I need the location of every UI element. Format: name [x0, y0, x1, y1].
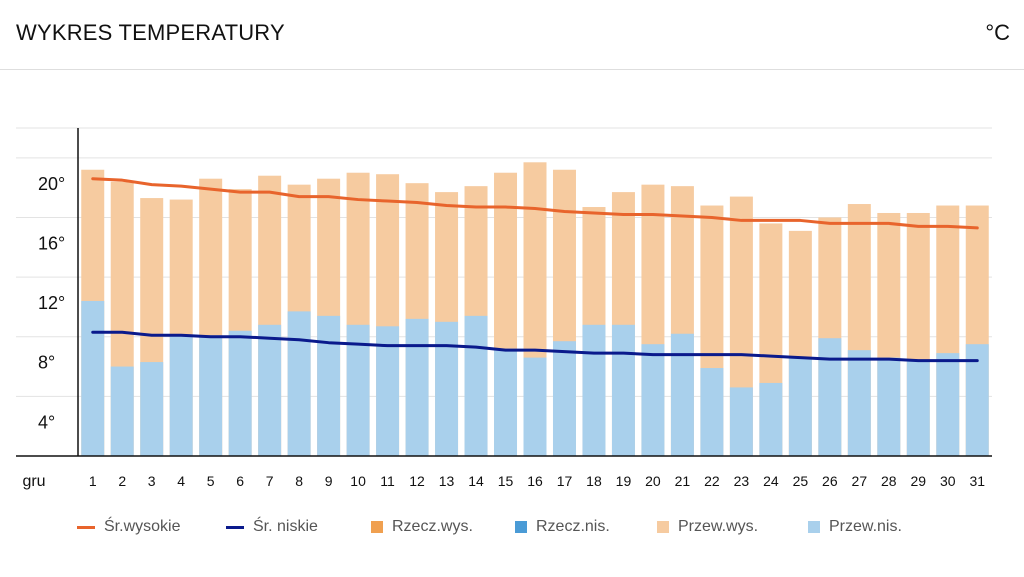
bar-forecast-low	[788, 357, 812, 456]
x-tick-label: 4	[177, 473, 185, 489]
legend-swatch-forecast-high	[657, 521, 669, 533]
legend-swatch-actual-high	[371, 521, 383, 533]
y-tick-label: 4°	[38, 412, 55, 432]
chart-title: WYKRES TEMPERATURY	[16, 20, 285, 45]
bar-forecast-low	[818, 338, 842, 456]
legend-item-forecast-low[interactable]: Przew.nis.	[808, 512, 902, 542]
bar-forecast-low	[81, 300, 105, 456]
bar-forecast-low	[759, 382, 783, 456]
unit-toggle[interactable]: °C	[985, 20, 1010, 45]
chart-header: WYKRES TEMPERATURY °C	[0, 0, 1024, 70]
bar-forecast-low	[140, 362, 164, 456]
legend-label: Śr.wysokie	[104, 518, 181, 535]
x-tick-label: 11	[380, 473, 395, 489]
x-tick-label: 2	[118, 473, 126, 489]
x-tick-label: 26	[822, 473, 838, 489]
x-tick-label: 28	[881, 473, 897, 489]
bar-forecast-low	[199, 335, 223, 456]
bar-forecast-low	[494, 348, 518, 456]
legend-label: Przew.wys.	[678, 518, 759, 535]
x-tick-label: 29	[911, 473, 927, 489]
x-tick-label: 15	[498, 473, 514, 489]
bar-forecast-low	[523, 357, 547, 456]
series-line	[91, 330, 979, 363]
bar-forecast-low	[435, 321, 459, 456]
x-tick-label: 25	[793, 473, 809, 489]
legend-label: Rzecz.nis.	[536, 518, 610, 535]
x-tick-label: 18	[586, 473, 602, 489]
x-tick-label: 31	[969, 473, 985, 489]
bar-forecast-low	[582, 324, 606, 456]
legend-item-actual-low[interactable]: Rzecz.nis.	[515, 512, 610, 542]
legend-item-forecast-high[interactable]: Przew.wys.	[657, 512, 758, 542]
bar-forecast-low	[877, 357, 901, 456]
x-tick-label: 19	[616, 473, 632, 489]
legend-item-actual-high[interactable]: Rzecz.wys.	[371, 512, 473, 542]
x-tick-label: 13	[439, 473, 455, 489]
x-tick-label: 21	[675, 473, 691, 489]
bar-forecast-low	[611, 324, 635, 456]
x-tick-label: 9	[325, 473, 333, 489]
x-tick-label: 20	[645, 473, 661, 489]
x-tick-label: 14	[468, 473, 484, 489]
bar-forecast-low	[906, 360, 930, 456]
x-tick-label: 23	[734, 473, 750, 489]
legend-swatch-actual-low	[515, 521, 527, 533]
bar-forecast-low	[405, 318, 429, 456]
bar-forecast-low	[228, 330, 252, 456]
x-tick-label: 24	[763, 473, 779, 489]
bar-forecast-low	[641, 344, 665, 456]
bar-forecast-low	[287, 311, 311, 456]
x-tick-label: 22	[704, 473, 720, 489]
x-tick-label: 7	[266, 473, 274, 489]
x-tick-label: 6	[236, 473, 244, 489]
bar-forecast-low	[936, 353, 960, 456]
series-line	[91, 177, 979, 230]
bar-forecast-low	[376, 326, 400, 456]
chart-legend: Śr.wysokie Śr. niskie Rzecz.wys. Rzecz.n…	[0, 512, 1024, 542]
legend-swatch-forecast-low	[808, 521, 820, 533]
legend-label: Śr. niskie	[253, 518, 318, 535]
legend-item-avg-low[interactable]: Śr. niskie	[226, 512, 318, 542]
x-tick-label: 17	[557, 473, 573, 489]
legend-item-avg-high[interactable]: Śr.wysokie	[77, 512, 180, 542]
legend-label: Rzecz.wys.	[392, 518, 473, 535]
bar-forecast-low	[346, 324, 370, 456]
x-axis-prefix: gru	[22, 473, 45, 490]
y-tick-label: 12°	[38, 293, 65, 313]
bar-forecast-low	[169, 335, 193, 456]
y-tick-label: 8°	[38, 353, 55, 373]
x-tick-label: 10	[350, 473, 366, 489]
legend-swatch-avg-high	[77, 525, 95, 529]
bar-forecast-low	[700, 368, 724, 456]
bar-forecast-low	[258, 324, 282, 456]
bar-forecast-low	[670, 333, 694, 456]
y-tick-label: 20°	[38, 174, 65, 194]
x-tick-label: 27	[852, 473, 868, 489]
bar-forecast-low	[110, 366, 134, 456]
bar-forecast-low	[464, 315, 488, 456]
bar-forecast-low	[729, 387, 753, 456]
bar-forecast-low	[965, 344, 989, 456]
x-tick-label: 3	[148, 473, 156, 489]
x-tick-label: 30	[940, 473, 956, 489]
legend-swatch-avg-low	[226, 525, 244, 529]
temperature-chart: 4°8°12°16°20°gru 1 2 3 4 5 6 7 8 9 10 11 12 13 14 15 16 1…	[16, 127, 992, 490]
legend-label: Przew.nis.	[829, 518, 902, 535]
bar-forecast-low	[847, 350, 871, 456]
bar-forecast-low	[552, 341, 576, 456]
y-tick-label: 16°	[38, 233, 65, 253]
x-tick-label: 8	[295, 473, 303, 489]
x-tick-label: 5	[207, 473, 215, 489]
x-tick-label: 12	[409, 473, 425, 489]
bar-forecast-low	[317, 315, 341, 456]
x-tick-label: 16	[527, 473, 543, 489]
x-tick-label: 1	[89, 473, 97, 489]
